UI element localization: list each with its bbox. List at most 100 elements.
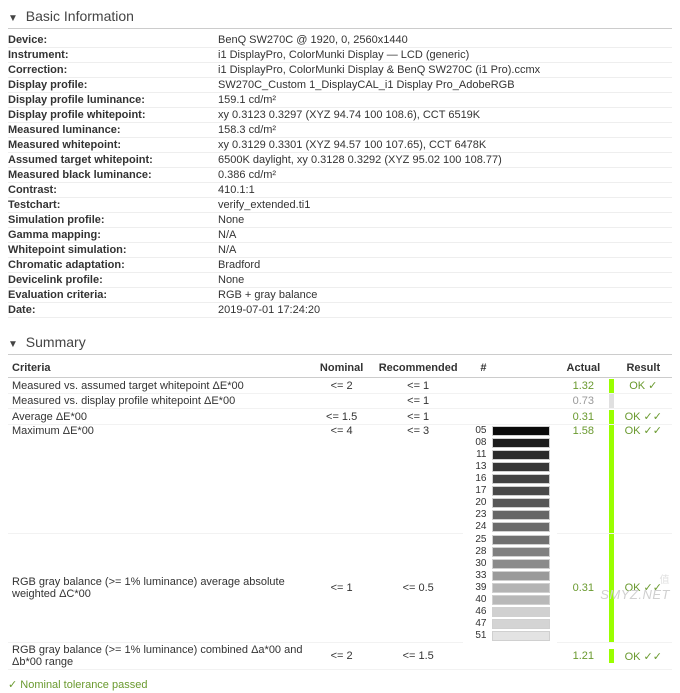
section-title: Summary <box>26 334 86 350</box>
patch-cell <box>488 546 557 558</box>
hash-cell <box>463 394 488 409</box>
actual-cell: 0.73 <box>557 394 609 409</box>
recommended-cell: <= 1 <box>373 378 464 394</box>
info-row: Contrast: 410.1:1 <box>8 183 672 198</box>
info-value: None <box>218 213 672 228</box>
info-value: 158.3 cd/m² <box>218 123 672 138</box>
col-nominal: Nominal <box>310 359 373 378</box>
patch-cell <box>488 534 557 546</box>
patch-cell <box>488 485 557 497</box>
hash-cell <box>463 643 488 670</box>
summary-patch-row: Maximum ΔE*00<= 4<= 3051.58OK ✓✓ <box>8 425 672 438</box>
section-basic-info: ▼ Basic Information <box>8 2 672 29</box>
info-label: Whitepoint simulation: <box>8 243 218 258</box>
nominal-cell: <= 2 <box>310 378 373 394</box>
criteria-cell: Maximum ΔE*00 <box>8 425 310 534</box>
patch-cell <box>488 594 557 606</box>
recommended-cell: <= 3 <box>373 425 464 534</box>
summary-patch-row: RGB gray balance (>= 1% luminance) avera… <box>8 534 672 546</box>
info-label: Chromatic adaptation: <box>8 258 218 273</box>
info-row: Whitepoint simulation: N/A <box>8 243 672 258</box>
info-row: Device: BenQ SW270C @ 1920, 0, 2560x1440 <box>8 33 672 48</box>
nominal-cell: <= 1.5 <box>310 409 373 425</box>
info-label: Correction: <box>8 63 218 78</box>
actual-cell: 1.58 <box>557 425 609 534</box>
info-label: Device: <box>8 33 218 48</box>
hash-cell: 11 <box>463 449 488 461</box>
hash-cell: 13 <box>463 461 488 473</box>
patch-cell <box>488 509 557 521</box>
info-value: N/A <box>218 243 672 258</box>
hash-cell: 16 <box>463 473 488 485</box>
color-patch <box>492 474 550 484</box>
triangle-down-icon: ▼ <box>8 339 18 350</box>
info-value: 6500K daylight, xy 0.3128 0.3292 (XYZ 95… <box>218 153 672 168</box>
summary-row: Measured vs. assumed target whitepoint Δ… <box>8 378 672 394</box>
nominal-cell: <= 1 <box>310 534 373 643</box>
info-label: Contrast: <box>8 183 218 198</box>
info-label: Measured black luminance: <box>8 168 218 183</box>
col-hash: # <box>463 359 488 378</box>
recommended-cell: <= 0.5 <box>373 534 464 643</box>
hash-cell <box>463 378 488 394</box>
patch-cell <box>488 409 557 425</box>
info-label: Simulation profile: <box>8 213 218 228</box>
patch-cell <box>488 437 557 449</box>
summary-table: Criteria Nominal Recommended # Actual Re… <box>8 359 672 670</box>
color-patch <box>492 595 550 605</box>
color-patch <box>492 462 550 472</box>
patch-cell <box>488 394 557 409</box>
patch-cell <box>488 473 557 485</box>
color-patch <box>492 535 550 545</box>
info-value: xy 0.3123 0.3297 (XYZ 94.74 100 108.6), … <box>218 108 672 123</box>
criteria-cell: Measured vs. display profile whitepoint … <box>8 394 310 409</box>
hash-cell: 24 <box>463 521 488 533</box>
summary-row: RGB gray balance (>= 1% luminance) combi… <box>8 643 672 670</box>
info-label: Display profile: <box>8 78 218 93</box>
hash-cell: 23 <box>463 509 488 521</box>
section-summary: ▼ Summary <box>8 328 672 355</box>
recommended-cell: <= 1.5 <box>373 643 464 670</box>
info-row: Chromatic adaptation: Bradford <box>8 258 672 273</box>
info-row: Measured luminance: 158.3 cd/m² <box>8 123 672 138</box>
info-value: 410.1:1 <box>218 183 672 198</box>
info-row: Devicelink profile: None <box>8 273 672 288</box>
col-recommended: Recommended <box>373 359 464 378</box>
patch-cell <box>488 630 557 642</box>
color-patch <box>492 510 550 520</box>
patch-cell <box>488 570 557 582</box>
color-patch <box>492 571 550 581</box>
watermark: SMYZ.NET <box>600 587 670 602</box>
info-row: Correction: i1 DisplayPro, ColorMunki Di… <box>8 63 672 78</box>
summary-row: Measured vs. display profile whitepoint … <box>8 394 672 409</box>
recommended-cell: <= 1 <box>373 394 464 409</box>
info-label: Assumed target whitepoint: <box>8 153 218 168</box>
hash-cell <box>463 409 488 425</box>
footnote: ✓ Nominal tolerance passed <box>8 670 672 691</box>
color-patch <box>492 438 550 448</box>
color-patch <box>492 607 550 617</box>
hash-cell: 17 <box>463 485 488 497</box>
info-label: Gamma mapping: <box>8 228 218 243</box>
result-cell: OK ✓✓ <box>615 425 672 534</box>
hash-cell: 39 <box>463 582 488 594</box>
info-value: verify_extended.ti1 <box>218 198 672 213</box>
watermark-small: 值 <box>660 571 671 586</box>
info-value: i1 DisplayPro, ColorMunki Display — LCD … <box>218 48 672 63</box>
color-patch <box>492 522 550 532</box>
info-value: None <box>218 273 672 288</box>
patch-cell <box>488 606 557 618</box>
patch-cell <box>488 643 557 670</box>
col-result: Result <box>615 359 672 378</box>
criteria-cell: Average ΔE*00 <box>8 409 310 425</box>
info-value: Bradford <box>218 258 672 273</box>
hash-cell: 30 <box>463 558 488 570</box>
hash-cell: 51 <box>463 630 488 642</box>
color-patch <box>492 619 550 629</box>
color-patch <box>492 583 550 593</box>
summary-header-row: Criteria Nominal Recommended # Actual Re… <box>8 359 672 378</box>
info-label: Testchart: <box>8 198 218 213</box>
info-row: Measured whitepoint: xy 0.3129 0.3301 (X… <box>8 138 672 153</box>
info-row: Measured black luminance: 0.386 cd/m² <box>8 168 672 183</box>
triangle-down-icon: ▼ <box>8 13 18 24</box>
